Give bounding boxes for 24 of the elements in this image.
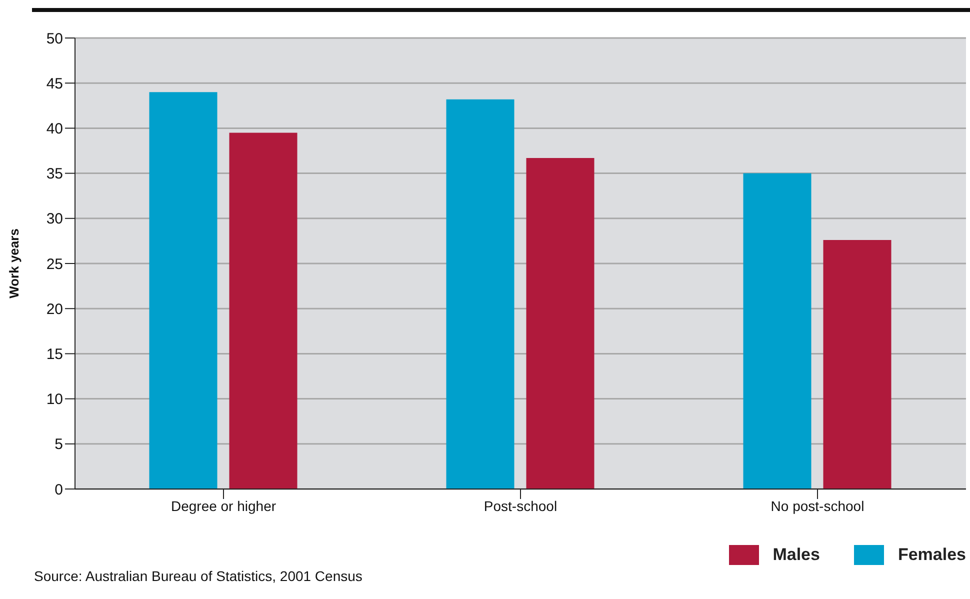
y-tick-label: 50: [46, 30, 63, 48]
y-tick-label: 35: [46, 166, 63, 183]
x-tick-label: Post-school: [484, 498, 558, 514]
x-tick-label: No post-school: [770, 498, 864, 514]
legend-label: Males: [772, 545, 820, 565]
bar: [823, 240, 892, 489]
y-tick-label: 30: [46, 210, 63, 228]
legend-label: Females: [898, 545, 966, 565]
y-tick-label: 10: [46, 391, 63, 408]
bar: [743, 173, 812, 489]
y-axis-title: Work years: [6, 228, 22, 298]
y-tick-label: 15: [46, 346, 63, 364]
y-tick-label: 20: [46, 300, 63, 318]
source-note: Source: Australian Bureau of Statistics, 2001 Census: [34, 568, 362, 584]
y-tick-label: 25: [46, 256, 63, 273]
x-tick-label: Degree or higher: [170, 498, 276, 514]
bar: [526, 158, 594, 489]
bar: [446, 99, 514, 489]
y-tick-label: 5: [54, 436, 63, 454]
bar: [149, 92, 218, 489]
y-tick-label: 45: [46, 75, 63, 92]
y-tick-label: 0: [54, 481, 63, 498]
y-tick-label: 40: [46, 120, 63, 138]
bar: [229, 132, 298, 489]
